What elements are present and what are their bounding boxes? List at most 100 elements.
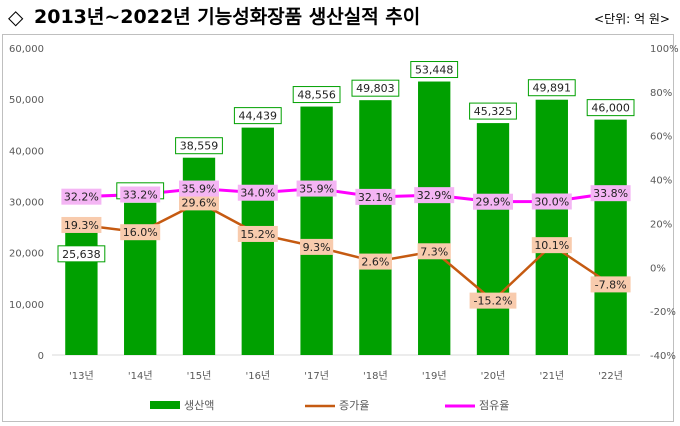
growth-value-label: -7.8%: [595, 278, 627, 291]
y-right-tick-label: 100%: [650, 44, 679, 55]
y-left-tick-label: 60,000: [9, 44, 44, 55]
share-value-label: 32.9%: [417, 189, 452, 202]
bar-value-label-box: [351, 79, 400, 97]
legend-swatch-bar: [150, 401, 180, 409]
share-value-label: 32.1%: [358, 191, 393, 204]
share-value-label: 33.8%: [593, 187, 628, 200]
x-tick-label: '14년: [128, 370, 153, 382]
share-value-label-box: [61, 188, 102, 205]
growth-value-label: 15.2%: [240, 228, 275, 241]
bar-value-label: 53,448: [415, 64, 454, 77]
y-right-tick-label: 60%: [650, 132, 672, 143]
bar-value-label-box: [233, 107, 282, 125]
growth-value-label-box: [179, 194, 219, 211]
x-tick-label: '17년: [304, 370, 329, 382]
y-left-tick-label: 10,000: [9, 300, 44, 311]
y-right-tick-label: -40%: [650, 351, 676, 362]
growth-value-label-box: [358, 253, 392, 270]
bar-value-label-box: [586, 99, 635, 117]
growth-line: [81, 201, 612, 302]
bar-value-label-box: [57, 245, 106, 263]
x-tick-label: '19년: [422, 370, 447, 382]
growth-value-label: 10.1%: [534, 239, 569, 252]
y-right-tick-label: 40%: [650, 176, 672, 187]
x-tick-label: '20년: [481, 370, 506, 382]
share-value-label: 35.9%: [182, 183, 217, 196]
share-value-label-box: [590, 185, 631, 202]
y-right-tick-label: 0%: [650, 263, 666, 274]
growth-value-label: 7.3%: [420, 245, 448, 258]
bar-value-label-box: [527, 79, 576, 97]
y-left-tick-label: 0: [38, 351, 44, 362]
y-left-tick-label: 20,000: [9, 249, 44, 260]
share-value-label-box: [414, 187, 455, 204]
bar: [418, 81, 451, 355]
bar-value-label-box: [469, 102, 517, 120]
growth-value-label-box: [469, 292, 517, 309]
share-value-label-box: [355, 188, 396, 205]
x-tick-label: '15년: [187, 370, 212, 382]
x-tick-label: '18년: [363, 370, 388, 382]
bar-value-label: 46,000: [591, 102, 630, 115]
share-value-label: 33.2%: [123, 188, 158, 201]
growth-value-label-box: [417, 243, 451, 260]
bar-value-label-box: [410, 61, 459, 79]
chart-title: 2013년~2022년 기능성화장품 생산실적 추이: [34, 6, 421, 28]
growth-value-label-box: [61, 216, 102, 233]
growth-value-label-box: [237, 225, 278, 242]
title-bar: ◇ 2013년~2022년 기능성화장품 생산실적 추이 <단위: 억 원>: [6, 4, 674, 30]
bar-value-label-box: [175, 137, 223, 155]
share-value-label-box: [473, 193, 513, 210]
share-value-label: 29.9%: [476, 196, 511, 209]
bar-value-label: 45,325: [474, 105, 513, 118]
bar-value-label: 49,891: [533, 82, 572, 95]
bar-value-label: 44,439: [239, 110, 278, 123]
bar: [300, 106, 333, 355]
x-tick-label: '16년: [245, 370, 270, 382]
bar-value-label: 25,638: [62, 248, 101, 261]
legend-label: 점유율: [479, 399, 509, 412]
growth-value-label: 19.3%: [64, 219, 99, 232]
chart-frame: [2, 34, 674, 422]
bar-value-label-box: [292, 86, 341, 104]
share-value-label-box: [296, 180, 337, 197]
share-value-label-box: [179, 180, 219, 197]
bar: [594, 119, 627, 355]
y-right-tick-label: 20%: [650, 219, 672, 230]
y-left-tick-label: 30,000: [9, 198, 44, 209]
growth-value-label: 2.6%: [361, 256, 389, 269]
growth-value-label: 9.3%: [303, 241, 331, 254]
bar: [65, 223, 98, 355]
x-tick-label: '22년: [598, 370, 623, 382]
share-value-label: 34.0%: [240, 187, 275, 200]
share-value-label: 30.0%: [534, 196, 569, 209]
diamond-icon: ◇: [8, 5, 24, 29]
share-value-label-box: [237, 184, 278, 201]
share-value-label: 35.9%: [299, 183, 334, 196]
growth-value-label-box: [300, 238, 334, 255]
growth-value-label-box: [120, 224, 161, 241]
y-left-tick-label: 50,000: [9, 95, 44, 106]
bar-value-label: 49,803: [356, 82, 395, 95]
unit-label: <단위: 억 원>: [594, 12, 670, 26]
growth-value-label-box: [590, 276, 631, 293]
bar: [535, 99, 568, 355]
bar: [476, 123, 510, 355]
growth-value-label: 16.0%: [123, 226, 158, 239]
bar-value-label: 48,556: [297, 89, 336, 102]
share-value-label: 32.2%: [64, 191, 99, 204]
share-value-label-box: [120, 186, 161, 203]
growth-value-label: 29.6%: [182, 196, 217, 209]
x-tick-label: '21년: [539, 370, 564, 382]
bar-value-label: 38,559: [180, 140, 219, 153]
y-right-tick-label: 80%: [650, 88, 672, 99]
share-line: [81, 187, 611, 204]
growth-value-label-box: [531, 237, 572, 254]
bar: [359, 100, 392, 355]
legend-label: 증가율: [339, 399, 369, 412]
x-tick-label: '13년: [69, 370, 94, 382]
growth-value-label: -15.2%: [474, 295, 513, 308]
share-value-label-box: [531, 193, 572, 210]
legend-label: 생산액: [184, 399, 214, 412]
